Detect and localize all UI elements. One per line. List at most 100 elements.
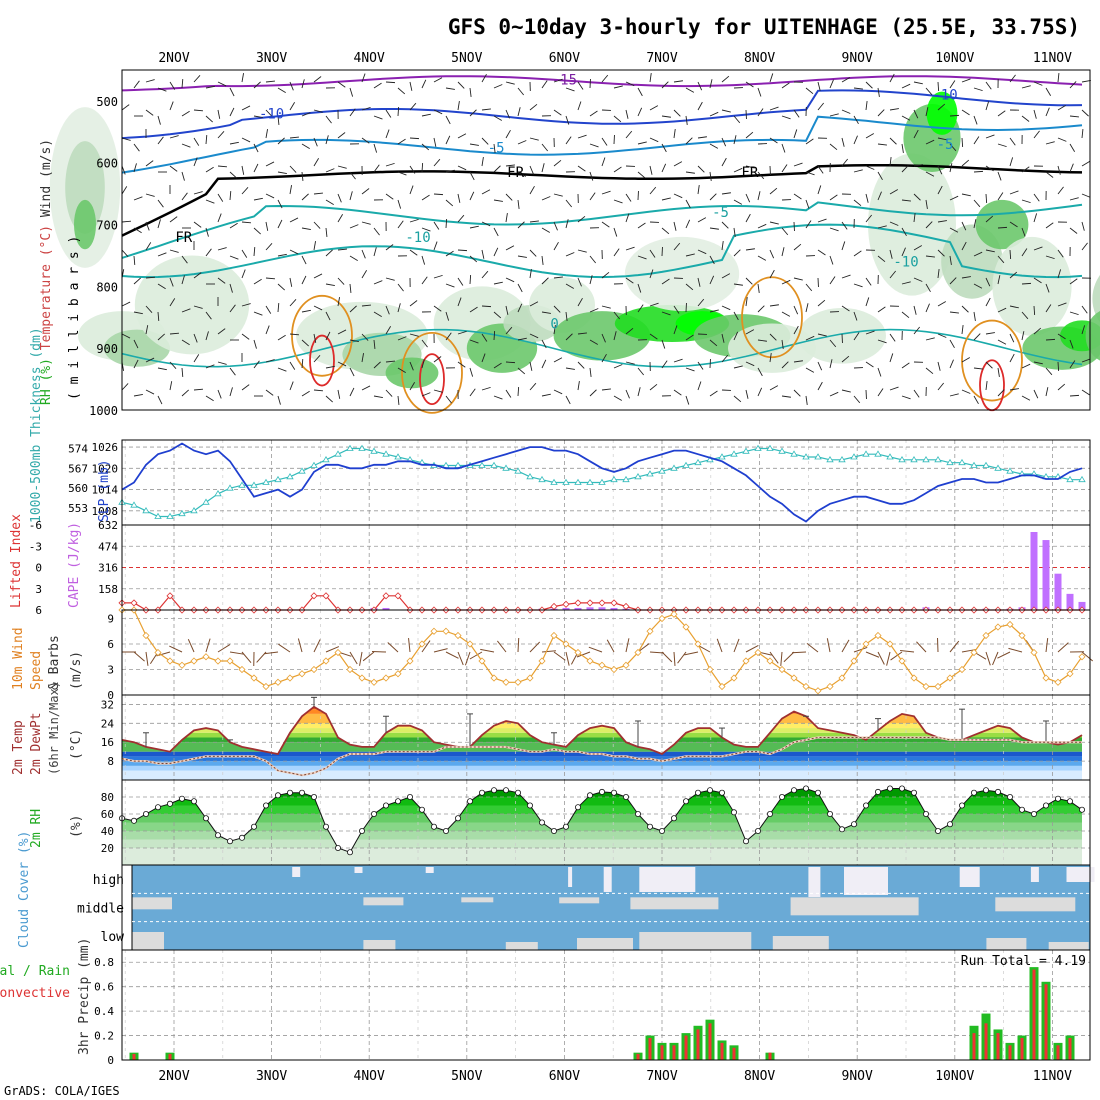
upper-wind-barb [985, 297, 991, 307]
upper-wind-barb [493, 330, 496, 341]
upper-wind-barb [949, 255, 952, 265]
wind10m-line-marker [658, 614, 666, 623]
upper-wind-barb [457, 361, 466, 368]
wind10m-line-marker [694, 640, 702, 648]
upper-wind-barb [217, 389, 222, 399]
cape-bar [1030, 531, 1038, 610]
rh-line-marker [719, 789, 726, 796]
thickness-line-marker [970, 461, 978, 468]
rh-line-marker [863, 802, 870, 809]
upper-wind-barb [481, 108, 491, 111]
upper-wind-barb [865, 101, 868, 111]
contour-minus10 [121, 89, 1083, 140]
upper-wind-barb [217, 328, 226, 335]
upper-wind-barb [1045, 338, 1056, 341]
upper-wind-barb [217, 361, 227, 365]
upper-wind-barb [913, 109, 919, 119]
li-line-marker [550, 602, 558, 611]
wind10m-barb [900, 650, 915, 653]
upper-wind-barb [961, 325, 964, 335]
upper-wind-barb [193, 305, 203, 309]
upper-wind-barb [181, 192, 188, 201]
rh-line-marker [815, 789, 822, 796]
upper-wind-barb [481, 189, 491, 195]
thickness-line-marker [190, 507, 198, 514]
upper-wind-barb [361, 188, 370, 195]
wind10m-line-marker [406, 657, 414, 665]
upper-wind-barb [853, 395, 861, 404]
upper-wind-barb [133, 339, 139, 349]
upper-wind-barb [625, 213, 630, 223]
thickness-line-marker [1078, 475, 1086, 483]
upper-wind-barb [1069, 227, 1078, 234]
upper-wind-barb [409, 185, 414, 195]
cape-bar [1066, 593, 1074, 610]
upper-wind-barb [973, 115, 978, 125]
upper-wind-barb [229, 141, 239, 145]
upper-wind-barb [541, 255, 544, 265]
upper-wind-barb [385, 389, 393, 397]
cloud-high-patch [603, 867, 612, 892]
upper-wind-barb [205, 331, 209, 341]
upper-wind-barb [229, 107, 235, 117]
rh-line-marker [635, 811, 642, 818]
upper-wind-barb [637, 255, 647, 260]
upper-wind-barb [541, 393, 551, 397]
wind10m-line-marker [190, 657, 198, 665]
upper-wind-barb [685, 283, 694, 291]
precip-ytick: 0 [107, 1054, 114, 1067]
upper-wind-barb [349, 283, 352, 293]
date-label-top: 5NOV [451, 51, 482, 66]
upper-wind-barb [1081, 221, 1085, 231]
upper-wind-barb [445, 395, 452, 404]
upper-wind-barb [337, 297, 341, 307]
upper-wind-barb [733, 365, 743, 369]
upper-wind-barb [817, 361, 823, 371]
rh-line-marker [935, 828, 942, 835]
upper-wind-barb [697, 277, 701, 287]
rh-line-marker [695, 789, 702, 796]
upper-wind-barb [529, 137, 539, 141]
upper-wind-barb [421, 162, 424, 173]
li-ytick: -6 [29, 519, 42, 532]
contour-label: -5 [488, 140, 505, 156]
rh-ytick: 60 [101, 808, 114, 821]
upper-wind-barb [421, 194, 430, 201]
upper-ytick: 700 [96, 219, 118, 233]
upper-wind-barb [481, 73, 487, 83]
date-label-bottom: 9NOV [842, 1069, 873, 1084]
upper-wind-barb [769, 73, 774, 83]
wind10m-barb [187, 639, 195, 653]
upper-wind-barb [133, 163, 137, 173]
upper-wind-barb [1021, 199, 1031, 204]
upper-wind-barb [505, 277, 515, 283]
thickness-line-marker [298, 467, 306, 474]
upper-wind-barb [265, 277, 276, 280]
upper-wind-barb [265, 389, 274, 396]
upper-wind-barb [925, 337, 935, 341]
upper-wind-barb [1069, 115, 1079, 118]
wind10m-barb [278, 643, 291, 653]
thickness-line-marker [238, 481, 246, 488]
wind-ylabel-3: & Barbs [47, 635, 62, 690]
upper-wind-barb [313, 158, 320, 167]
upper-wind-barb [277, 302, 280, 313]
upper-ytick: 900 [96, 342, 118, 356]
temp-band [122, 742, 1082, 752]
upper-wind-barb [973, 251, 983, 257]
wind10m-line-marker [286, 674, 294, 682]
rh-ylabel-2: (%) [69, 815, 84, 838]
upper-wind-barb [169, 381, 173, 391]
upper-wind-barb [217, 247, 227, 251]
wind10m-barb [349, 651, 358, 665]
upper-wind-barb [517, 140, 527, 145]
upper-wind-barb [145, 221, 150, 231]
upper-wind-barb [649, 383, 658, 391]
upper-wind-barb [145, 305, 153, 313]
upper-wind-barb [805, 138, 814, 145]
upper-wind-barb [169, 332, 180, 335]
thickness-line-marker [994, 464, 1002, 471]
wind10m-line-marker [394, 670, 402, 678]
upper-wind-barb [697, 101, 703, 111]
upper-wind-barb [421, 143, 430, 151]
